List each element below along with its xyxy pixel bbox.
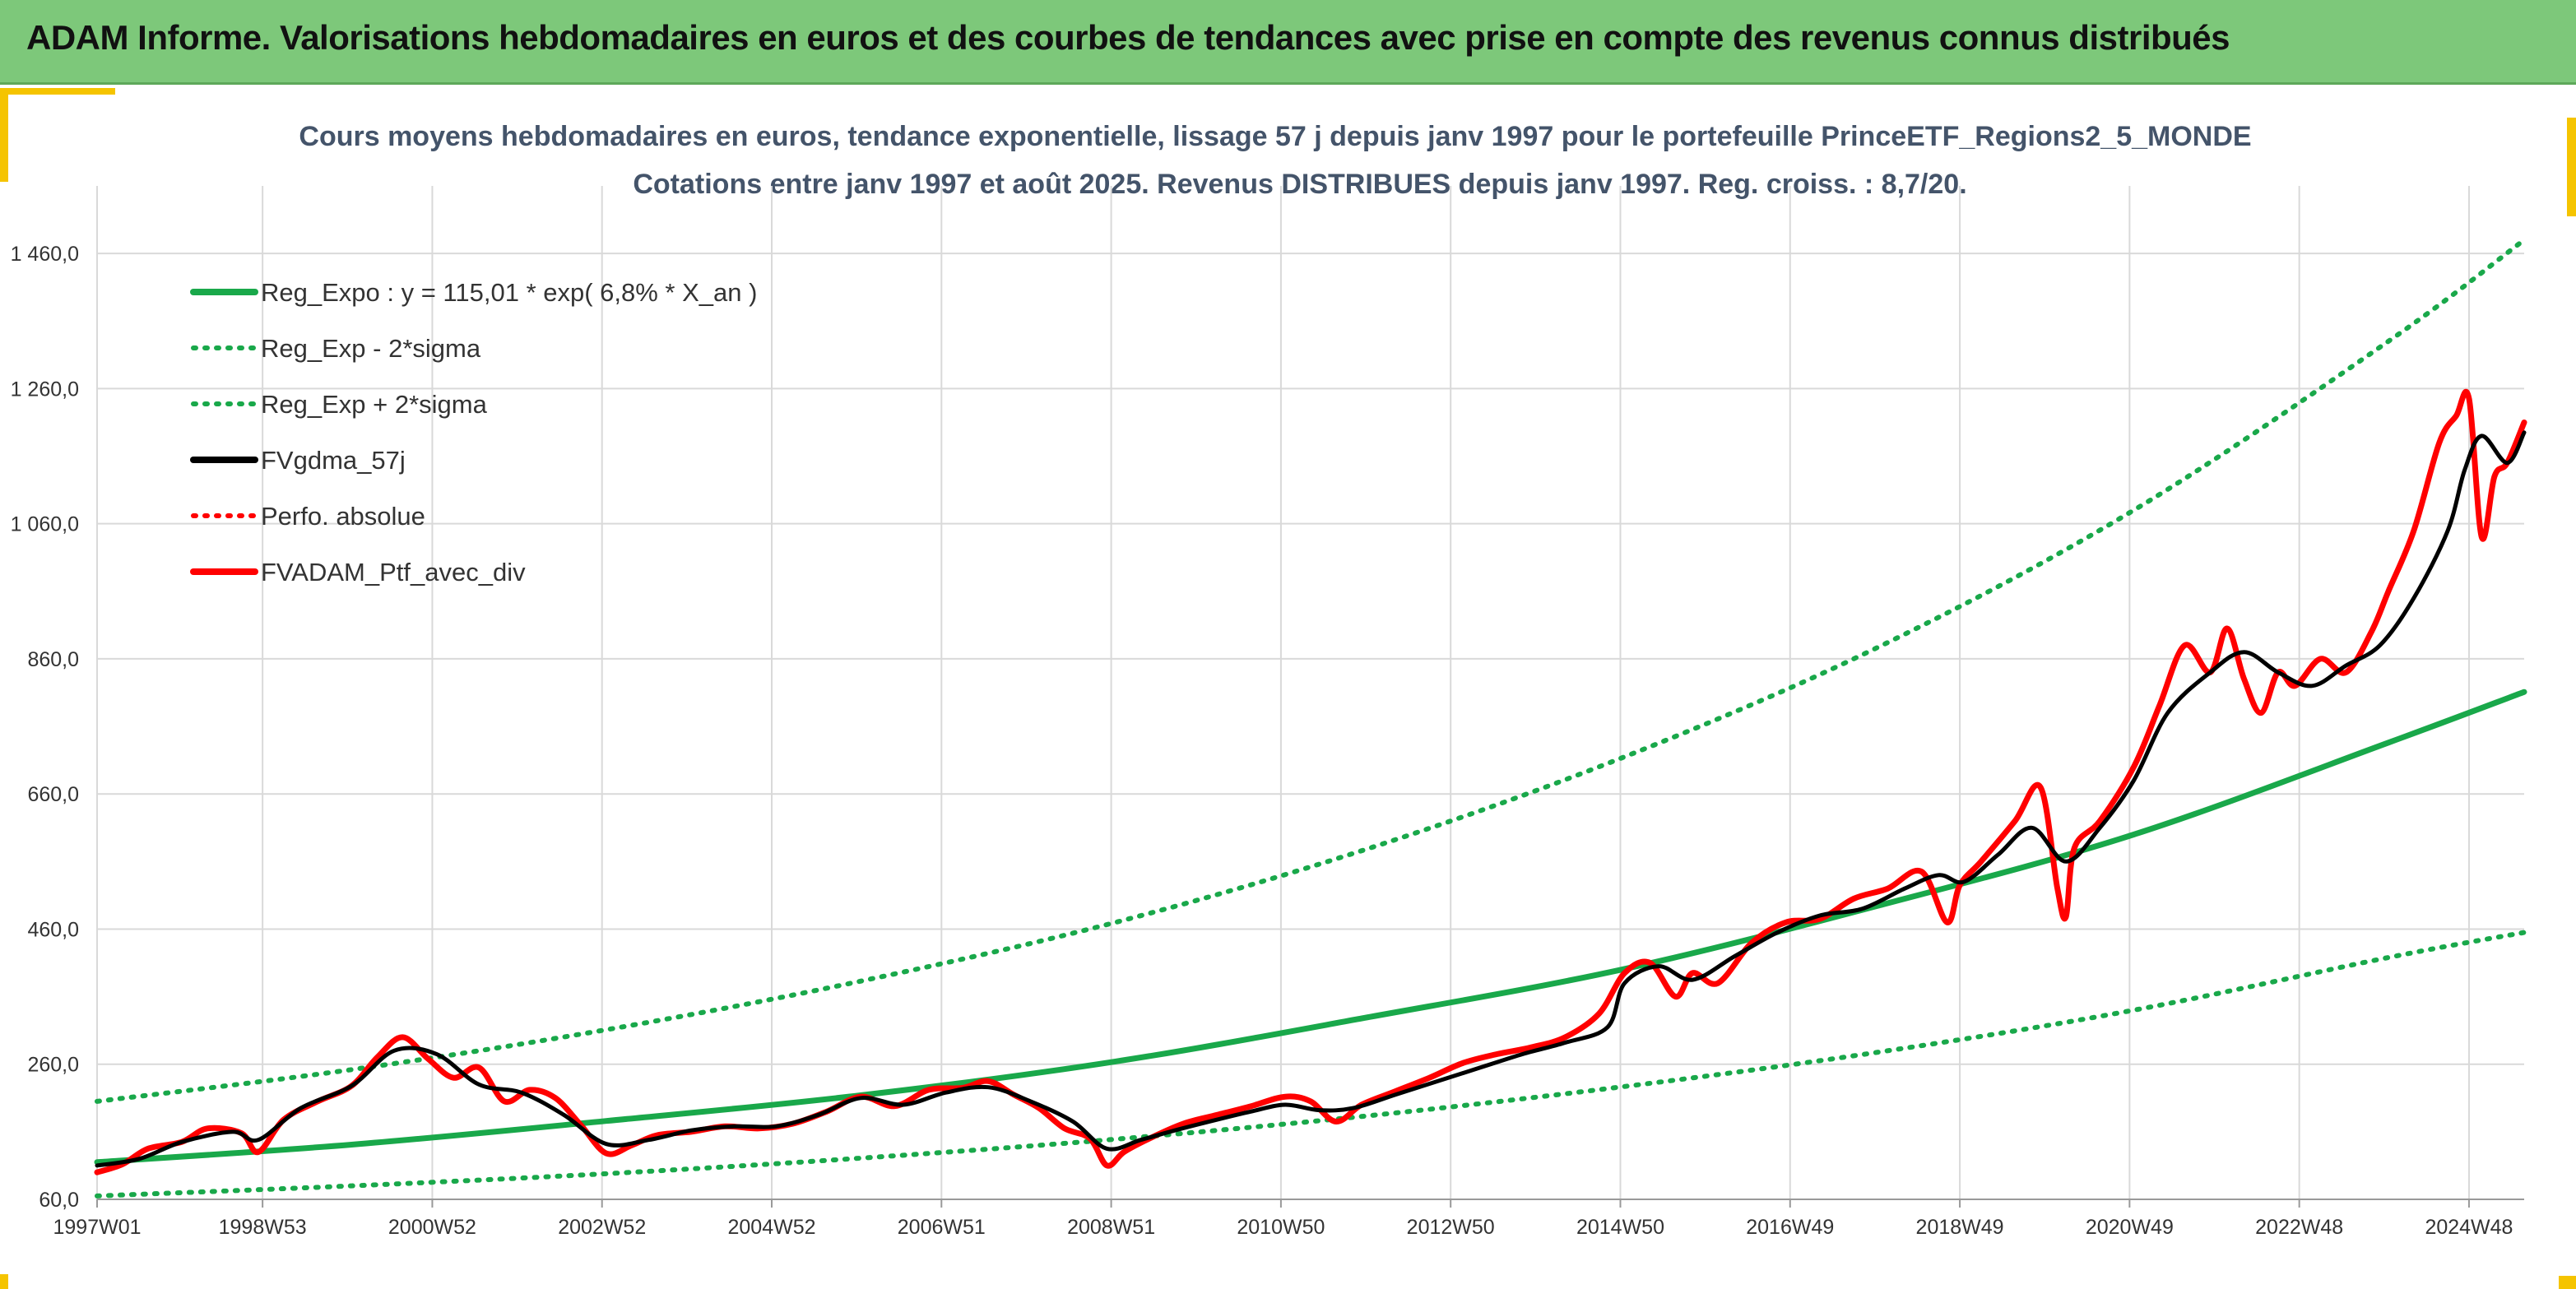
x-tick-label: 2024W48 bbox=[2425, 1216, 2513, 1239]
x-tick-label: 2002W52 bbox=[558, 1216, 646, 1239]
x-tick-label: 2010W50 bbox=[1237, 1216, 1325, 1239]
frame-accent-right bbox=[2567, 118, 2576, 216]
x-tick-label: 2008W51 bbox=[1067, 1216, 1155, 1239]
legend: Reg_Expo : y = 115,01 * exp( 6,8% * X_an… bbox=[190, 278, 757, 587]
x-tick-label: 1998W53 bbox=[219, 1216, 307, 1239]
legend-label: FVADAM_Ptf_avec_div bbox=[261, 558, 526, 587]
legend-label: Reg_Exp - 2*sigma bbox=[261, 334, 481, 363]
x-tick-label: 2020W49 bbox=[2086, 1216, 2174, 1239]
x-tick-label: 1997W01 bbox=[53, 1216, 141, 1239]
y-tick-label: 1 260,0 bbox=[11, 378, 79, 401]
y-tick-label: 1 460,0 bbox=[11, 243, 79, 266]
y-tick-label: 860,0 bbox=[27, 648, 79, 671]
x-tick-label: 2014W50 bbox=[1576, 1216, 1664, 1239]
frame-accent-bottom-left bbox=[0, 1274, 8, 1289]
x-tick-label: 2000W52 bbox=[388, 1216, 476, 1239]
y-tick-label: 1 060,0 bbox=[11, 513, 79, 536]
header-banner: ADAM Informe. Valorisations hebdomadaire… bbox=[0, 0, 2576, 85]
y-tick-label: 260,0 bbox=[27, 1054, 79, 1077]
series-fvgdma-57j bbox=[95, 430, 2527, 1168]
x-tick-label: 2006W51 bbox=[898, 1216, 986, 1239]
x-tick-label: 2016W49 bbox=[1746, 1216, 1834, 1239]
frame-accent-bottom-right bbox=[2559, 1276, 2576, 1289]
x-tick-label: 2022W48 bbox=[2255, 1216, 2343, 1239]
y-tick-label: 60,0 bbox=[39, 1189, 79, 1212]
x-tick-label: 2004W52 bbox=[728, 1216, 816, 1239]
header-title: ADAM Informe. Valorisations hebdomadaire… bbox=[26, 18, 2230, 57]
x-tick-label: 2012W50 bbox=[1407, 1216, 1495, 1239]
series-reg-plus-2sigma bbox=[95, 237, 2527, 1104]
y-tick-label: 660,0 bbox=[27, 783, 79, 806]
x-tick-label: 2018W49 bbox=[1916, 1216, 2004, 1239]
series-reg-expo bbox=[94, 689, 2527, 1166]
frame-accent-left bbox=[0, 91, 8, 182]
chart-subtitle: Cotations entre janv 1997 et août 2025. … bbox=[633, 169, 1966, 200]
frame-accent-top-left bbox=[0, 88, 115, 95]
legend-label: Reg_Exp + 2*sigma bbox=[261, 390, 488, 419]
y-tick-label: 460,0 bbox=[27, 918, 79, 941]
series-lines bbox=[94, 237, 2527, 1199]
chart-frame bbox=[0, 85, 2576, 1289]
legend-label: Perfo. absolue bbox=[261, 502, 425, 531]
chart-title: Cours moyens hebdomadaires en euros, ten… bbox=[299, 121, 2251, 152]
legend-label: FVgdma_57j bbox=[261, 446, 406, 475]
series-fvadam-ptf bbox=[94, 388, 2527, 1175]
axes: 60,0 260,0 460,0 660,0 860,0 1 060,0 1 260,0 1 … bbox=[11, 243, 2524, 1239]
legend-label: Reg_Expo : y = 115,01 * exp( 6,8% * X_an… bbox=[261, 278, 757, 307]
